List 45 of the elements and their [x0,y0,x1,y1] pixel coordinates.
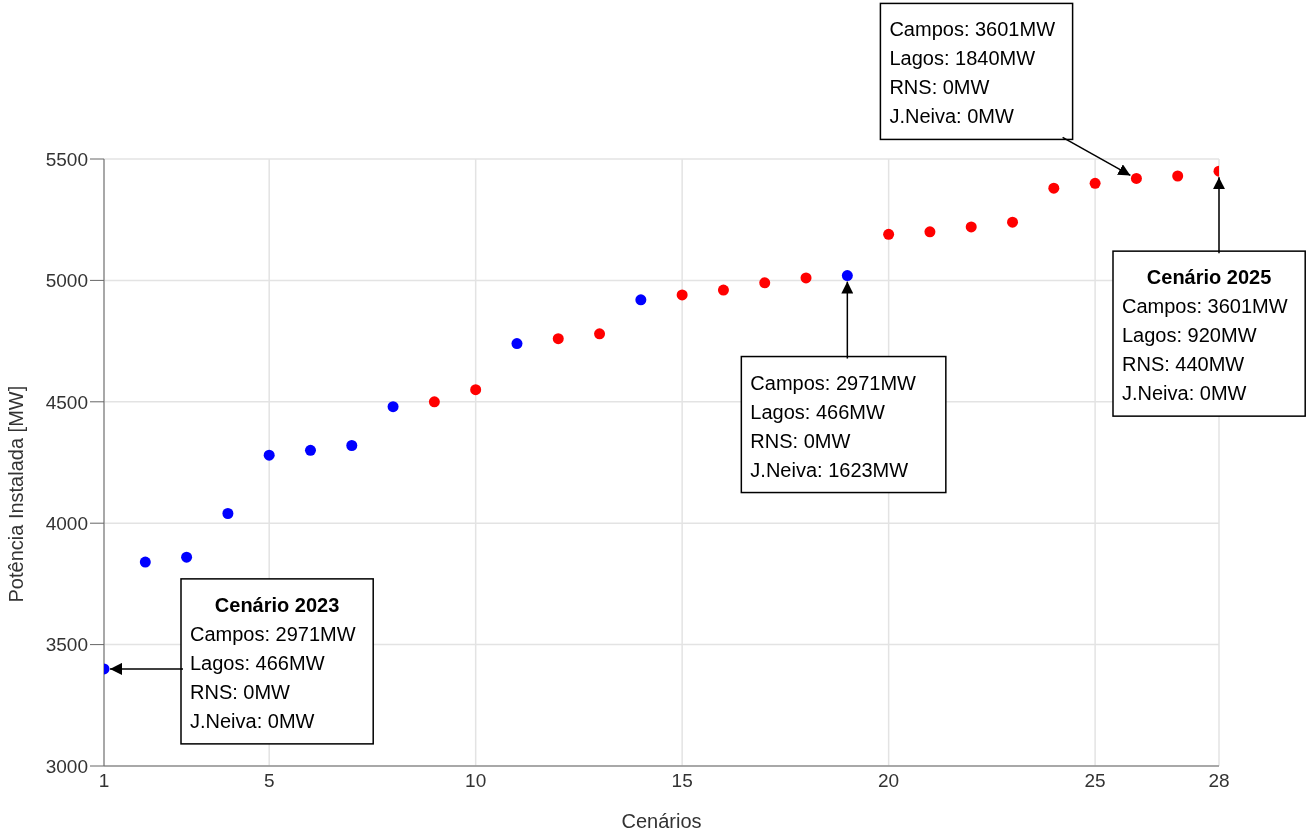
x-tick-label: 15 [671,770,693,792]
point [304,444,316,456]
point [759,277,771,289]
point [552,333,564,345]
point [676,289,688,301]
point [841,270,853,282]
point [594,328,606,340]
point [635,294,647,306]
annotation: Cenário 2023 Campos: 2971MW Lagos: 466MW RNS: 0MW J.Neiva: 0MW [190,593,356,732]
annotation: Campos: 3601MW Lagos: 1840MW RNS: 0MW J.Neiva: 0MW [889,18,1056,128]
y-tick-label: 3500 [45,634,88,656]
point [883,228,895,240]
point [717,284,729,296]
annotation: Campos: 2971MW Lagos: 466MW RNS: 0MW J.Neiva: 1623MW [750,371,917,481]
point [800,272,812,284]
y-axis-title: Potência Instalada [MW] [5,385,28,603]
y-tick-label: 5500 [45,148,88,170]
point [511,338,523,350]
x-tick-label: 1 [98,770,110,792]
x-tick-label: 10 [465,770,487,792]
y-tick-label: 5000 [45,270,88,292]
y-tick-label: 3000 [45,755,88,777]
point [139,556,151,568]
x-tick-label: 20 [878,770,900,792]
point [924,226,936,238]
point [1089,177,1101,189]
point [428,396,440,408]
point [470,384,482,396]
point [965,221,977,233]
point [387,401,399,413]
point [1007,216,1019,228]
annotation: Cenário 2025 Campos: 3601MW Lagos: 920MW RNS: 440MW J.Neiva: 0MW [1122,266,1288,405]
x-axis-title: Cenários [621,810,702,832]
point [1048,182,1060,194]
x-tick-label: 28 [1208,770,1230,792]
point [1130,172,1142,184]
point [222,507,234,519]
y-tick-label: 4500 [45,391,88,413]
x-tick-label: 25 [1084,770,1106,792]
point [1172,170,1184,182]
point [346,440,358,451]
y-tick-label: 4000 [45,512,88,534]
point [181,551,193,563]
x-tick-label: 5 [263,770,275,792]
point [263,449,275,461]
